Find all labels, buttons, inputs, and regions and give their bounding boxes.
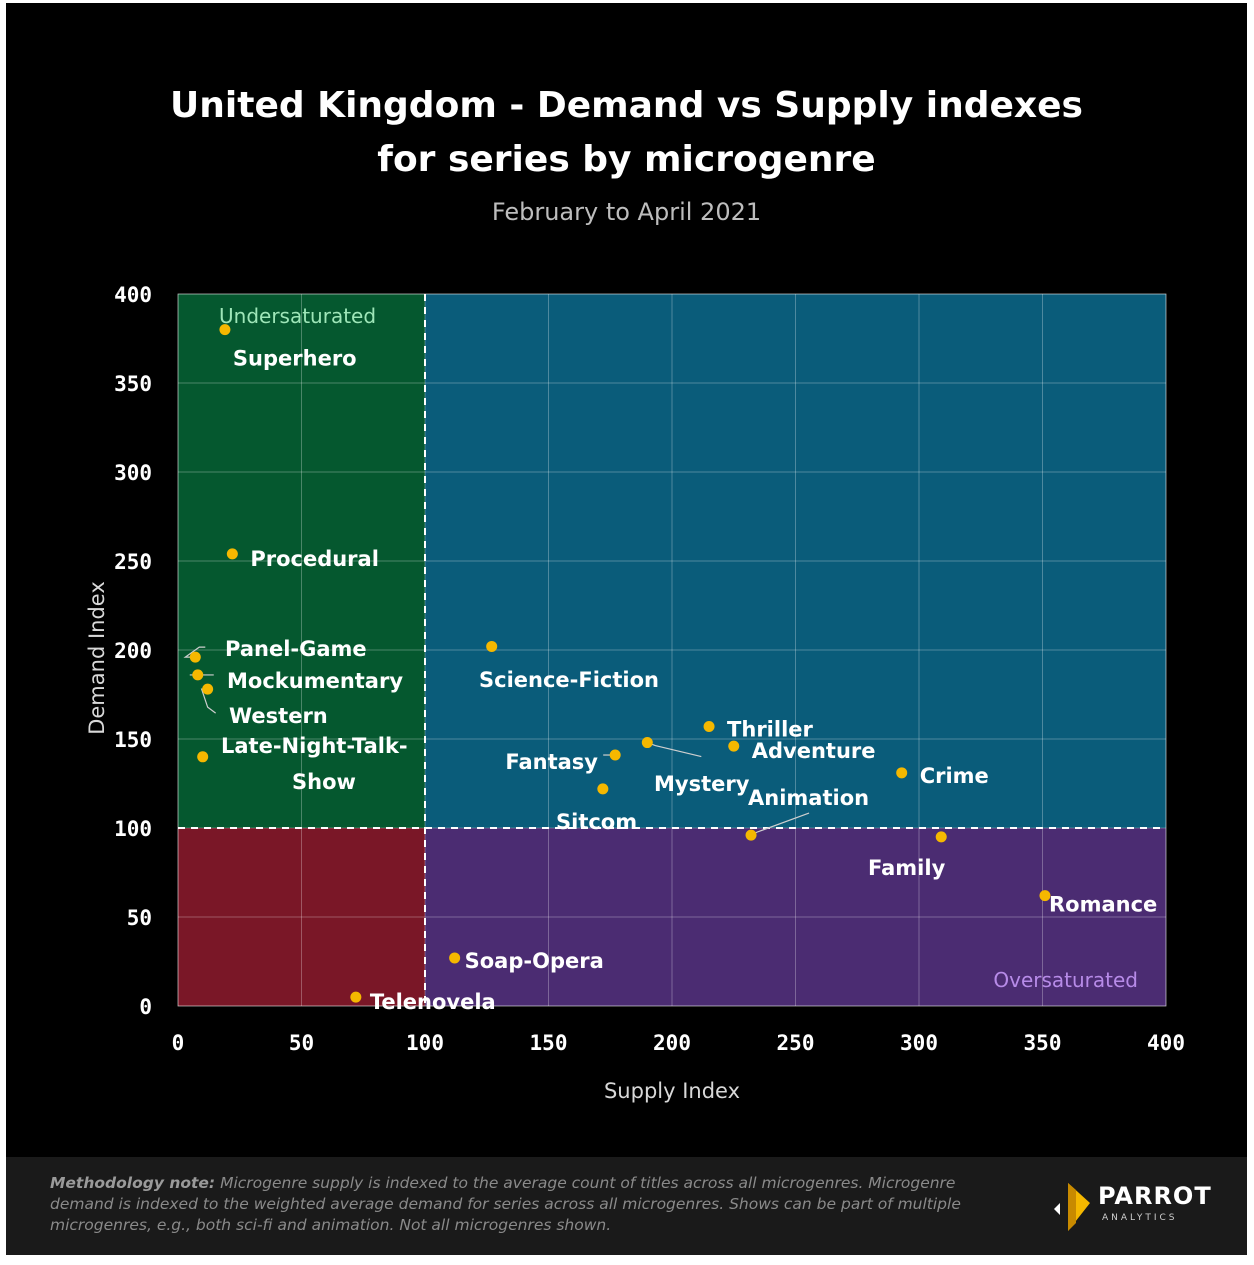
data-point [728,740,740,752]
quadrant-label-undersaturated: Undersaturated [219,304,376,328]
y-tick-label: 100 [114,817,152,841]
methodology-label: Methodology note: [50,1174,216,1192]
data-label: Western [229,704,328,728]
data-point [219,324,231,336]
data-label: Romance [1049,893,1157,917]
x-tick-label: 150 [530,1031,568,1055]
methodology-text: Microgenre supply is indexed to the aver… [50,1174,961,1234]
x-tick-label: 50 [289,1031,314,1055]
data-point [703,721,715,733]
data-point [1039,890,1051,902]
quadrant-low-demand-low-supply [178,828,425,1006]
data-label: Panel-Game [225,637,367,661]
data-label: Sitcom [556,810,637,834]
data-label: Late-Night-Talk- [221,734,408,758]
data-point [745,829,757,841]
data-label: Telenovela [370,990,496,1014]
data-point [597,783,609,795]
data-point [189,651,201,663]
x-tick-label: 350 [1024,1031,1062,1055]
logo-name: PARROT [1098,1182,1212,1210]
parrot-logo-icon [1054,1183,1090,1231]
y-tick-label: 0 [139,995,152,1019]
quadrant-high-demand-high-supply [425,294,1166,828]
quadrant-label-oversaturated: Oversaturated [993,968,1138,992]
data-point [192,669,204,681]
data-point [896,767,908,779]
data-label: Crime [920,764,989,788]
quadrant-oversaturated [425,828,1166,1006]
x-tick-label: 200 [653,1031,691,1055]
y-tick-label: 250 [114,550,152,574]
plot-border [177,293,1167,1007]
methodology-note: Methodology note: Microgenre supply is i… [50,1173,1000,1236]
y-axis-label: Demand Index [85,581,109,735]
x-tick-label: 250 [777,1031,815,1055]
scatter-chart: 0 50 100 150 200 250 300 350 400 0 50 100 150 200 250 3… [85,283,1185,1103]
data-label: Fantasy [505,750,598,774]
y-tick-label: 150 [114,728,152,752]
y-tick-label: 350 [114,372,152,396]
footer: Methodology note: Microgenre supply is i… [6,1157,1247,1255]
title-line-2: for series by microgenre [377,139,876,180]
data-label: Family [868,856,946,880]
data-label: Science-Fiction [479,668,659,692]
parrot-logo: PARROT ANALYTICS [1046,1179,1216,1235]
data-point [935,831,947,843]
y-tick-label: 50 [127,906,152,930]
data-label: Superhero [233,347,357,371]
data-label: Thriller [727,718,813,742]
data-label: Procedural [250,547,379,571]
y-tick-label: 200 [114,639,152,663]
logo-sub: ANALYTICS [1102,1213,1178,1223]
data-point [350,991,362,1003]
x-tick-label: 0 [172,1031,185,1055]
data-label: Mockumentary [227,669,403,693]
data-label: Soap-Opera [465,949,604,973]
chart-subtitle: February to April 2021 [491,198,762,226]
x-tick-label: 300 [900,1031,938,1055]
data-point [226,548,238,560]
data-point [197,751,209,763]
quadrant-undersaturated [178,294,425,828]
x-axis-label: Supply Index [604,1079,740,1103]
chart-title: United Kingdom - Demand vs Supply indexe… [6,79,1247,187]
data-label: Adventure [752,739,876,763]
data-point [609,749,621,761]
data-point [449,952,461,964]
y-tick-label: 400 [114,283,152,307]
y-tick-label: 300 [114,461,152,485]
data-point [641,737,653,749]
x-tick-label: 400 [1147,1031,1185,1055]
data-label: Mystery [654,772,750,796]
data-label: Animation [748,786,869,810]
chart-card: United Kingdom - Demand vs Supply indexe… [6,3,1247,1255]
data-label-continuation: Show [292,770,356,794]
title-line-1: United Kingdom - Demand vs Supply indexe… [170,85,1083,126]
data-point [202,683,214,695]
x-tick-label: 100 [406,1031,444,1055]
data-point [486,640,498,652]
